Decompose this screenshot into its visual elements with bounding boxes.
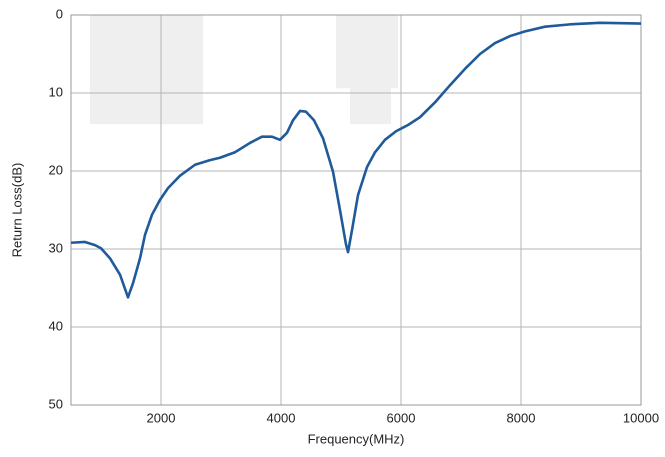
x-tick-label: 4000 bbox=[267, 410, 296, 425]
x-tick-label: 10000 bbox=[623, 410, 659, 425]
x-tick-label: 8000 bbox=[507, 410, 536, 425]
shaded-band bbox=[336, 15, 398, 89]
y-tick-label: 40 bbox=[49, 318, 63, 333]
y-tick-label: 20 bbox=[49, 162, 63, 177]
y-axis-label: Return Loss(dB) bbox=[9, 163, 24, 258]
line bbox=[70, 21, 642, 299]
shaded-band bbox=[350, 88, 391, 125]
x-axis-label: Frequency(MHz) bbox=[308, 431, 405, 446]
y-tick-label: 50 bbox=[49, 396, 63, 411]
x-tick-label: 6000 bbox=[387, 410, 416, 425]
y-tick-label: 0 bbox=[56, 6, 63, 21]
shaded-band bbox=[90, 15, 203, 125]
plot-frame bbox=[70, 14, 642, 406]
x-tick-label: 2000 bbox=[147, 410, 176, 425]
y-tick-label: 30 bbox=[49, 240, 63, 255]
y-tick-label: 10 bbox=[49, 84, 63, 99]
